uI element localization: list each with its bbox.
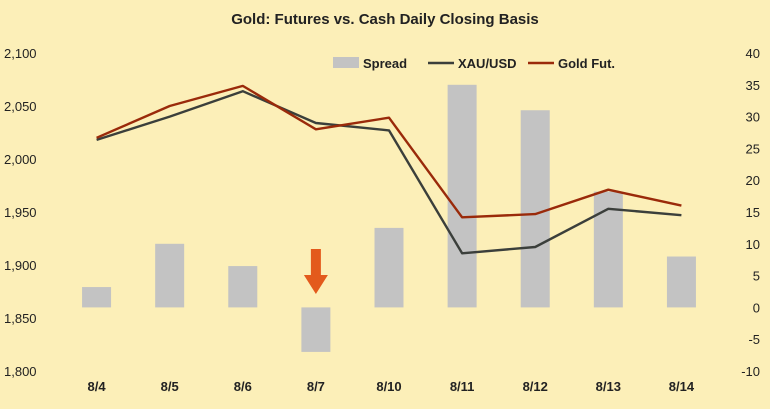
left-tick-label: 2,050 [4, 99, 37, 114]
x-axis-ticks: 8/4 8/5 8/6 8/7 8/10 8/11 8/12 8/13 8/14 [88, 379, 695, 394]
left-tick-label: 1,800 [4, 364, 37, 379]
x-tick-label: 8/11 [450, 379, 475, 394]
left-tick-label: 1,850 [4, 311, 37, 326]
spread-bar [374, 227, 404, 308]
spread-bars [82, 84, 696, 352]
x-tick-label: 8/7 [307, 379, 325, 394]
right-tick-label: 25 [746, 141, 760, 156]
price-lines [96, 84, 682, 255]
spread-bar [82, 287, 112, 308]
right-tick-label: 40 [746, 46, 760, 61]
down-arrow-icon [303, 249, 328, 294]
spread-bar [155, 243, 185, 308]
left-tick-label: 2,000 [4, 152, 37, 167]
left-axis-ticks: 1,800 1,850 1,900 1,950 2,000 2,050 2,100 [4, 46, 37, 379]
legend-label: Gold Fut. [558, 56, 615, 71]
right-tick-label: -5 [748, 332, 760, 347]
spread-bar [228, 266, 258, 308]
x-tick-label: 8/13 [596, 379, 621, 394]
legend-swatch-spread [333, 57, 359, 68]
right-tick-label: 0 [753, 300, 760, 315]
spread-bar [593, 191, 623, 308]
chart-title: Gold: Futures vs. Cash Daily Closing Bas… [231, 11, 539, 28]
right-tick-label: 35 [746, 78, 760, 93]
left-tick-label: 2,100 [4, 46, 37, 61]
spread-bar [520, 110, 550, 308]
x-tick-label: 8/6 [234, 379, 252, 394]
right-tick-label: 5 [753, 269, 760, 284]
left-tick-label: 1,950 [4, 205, 37, 220]
right-tick-label: 10 [746, 237, 760, 252]
legend: Spread XAU/USD Gold Fut. [333, 56, 615, 71]
x-tick-label: 8/4 [88, 379, 107, 394]
x-tick-label: 8/10 [376, 379, 401, 394]
annotations [303, 249, 328, 294]
x-tick-label: 8/5 [161, 379, 179, 394]
right-tick-label: -10 [741, 364, 760, 379]
legend-label: XAU/USD [458, 56, 517, 71]
spread-bar [666, 256, 696, 308]
x-tick-label: 8/14 [669, 379, 695, 394]
right-tick-label: 20 [746, 173, 760, 188]
right-tick-label: 30 [746, 110, 760, 125]
gold-fut-line [96, 84, 682, 219]
xau-usd-line [96, 89, 682, 255]
right-tick-label: 15 [746, 205, 760, 220]
spread-bar [447, 84, 477, 308]
spread-bar [301, 307, 331, 352]
legend-label: Spread [363, 56, 407, 71]
left-tick-label: 1,900 [4, 258, 37, 273]
right-axis-ticks: -10 -5 0 5 10 15 20 25 30 35 40 [741, 46, 760, 379]
x-tick-label: 8/12 [523, 379, 548, 394]
